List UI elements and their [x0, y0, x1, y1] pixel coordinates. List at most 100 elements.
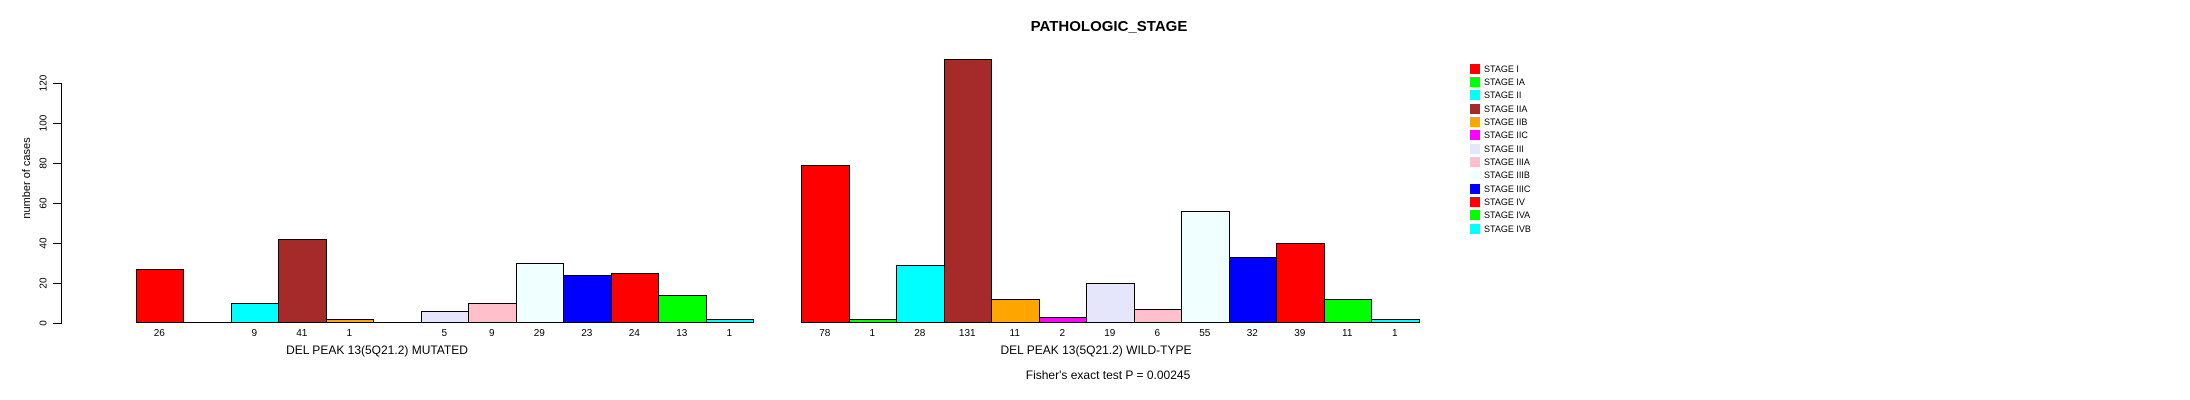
legend-label: STAGE IVA	[1484, 210, 1531, 221]
x-axis-group-label: DEL PEAK 13(5Q21.2) WILD-TYPE	[1000, 343, 1192, 357]
legend-item: STAGE IIA	[1470, 103, 1527, 114]
legend-label: STAGE IA	[1484, 76, 1525, 87]
legend-swatch	[1470, 210, 1480, 221]
bar-value-label: 23	[581, 328, 593, 339]
fisher-test-annotation: Fisher's exact test P = 0.00245	[1025, 368, 1191, 382]
bar-value-label: 6	[1154, 328, 1161, 339]
bar-value-label: 2	[1059, 328, 1066, 339]
y-axis-label: number of cases	[21, 137, 33, 219]
bar	[1181, 211, 1230, 323]
y-axis-tick-label: 0	[38, 320, 50, 326]
legend-item: STAGE II	[1470, 90, 1521, 101]
legend-item: STAGE IIIA	[1470, 156, 1530, 167]
legend-label: STAGE II	[1484, 90, 1522, 101]
x-axis-group-label: DEL PEAK 13(5Q21.2) MUTATED	[286, 343, 468, 357]
bar	[658, 295, 707, 323]
bar-value-label: 24	[628, 328, 640, 339]
legend-item: STAGE IVB	[1470, 223, 1531, 234]
bar	[278, 239, 327, 323]
bar-value-label: 5	[441, 328, 448, 339]
legend-swatch	[1470, 156, 1480, 167]
bar-value-label: 9	[488, 328, 495, 339]
bar	[801, 165, 850, 323]
bar	[610, 273, 659, 323]
bar	[896, 265, 945, 323]
legend-label: STAGE IVB	[1484, 223, 1531, 234]
legend-swatch	[1470, 130, 1480, 141]
bar-value-label: 29	[533, 328, 545, 339]
bar	[420, 311, 469, 323]
bar-value-label: 1	[1391, 328, 1398, 339]
bar-value-label: 1	[726, 328, 733, 339]
bar-value-label: 11	[1009, 328, 1020, 339]
legend-label: STAGE IIIA	[1484, 156, 1530, 167]
legend-item: STAGE IA	[1470, 76, 1525, 87]
legend-swatch	[1470, 197, 1480, 207]
legend-label: STAGE IIC	[1484, 130, 1528, 141]
legend-label: STAGE I	[1484, 63, 1519, 74]
bar-value-label: 19	[1104, 328, 1116, 339]
bar	[848, 319, 897, 323]
bar-value-label: 41	[296, 328, 308, 339]
bar	[1038, 317, 1087, 323]
bar	[515, 263, 564, 323]
y-axis-tick	[53, 203, 61, 204]
bar	[1133, 309, 1182, 323]
y-axis-tick-label: 80	[38, 157, 50, 169]
bar	[563, 275, 612, 323]
legend-item: STAGE IV	[1470, 197, 1525, 208]
legend-label: STAGE IIA	[1484, 103, 1528, 114]
bar-value-label: 26	[153, 328, 165, 339]
y-axis-tick	[53, 123, 61, 124]
legend-swatch	[1470, 76, 1480, 87]
y-axis-tick	[53, 83, 61, 84]
legend-item: STAGE IIIC	[1470, 183, 1530, 194]
legend-swatch	[1470, 170, 1480, 181]
y-axis-tick-label: 40	[38, 237, 50, 249]
bar-value-label: 32	[1246, 328, 1258, 339]
legend-item: STAGE I	[1470, 63, 1519, 74]
legend-swatch	[1470, 223, 1480, 234]
legend-label: STAGE IIB	[1484, 116, 1528, 127]
bar	[943, 59, 992, 323]
y-axis-tick	[53, 323, 61, 324]
bar-value-label: 13	[676, 328, 688, 339]
y-axis-tick	[53, 243, 61, 244]
y-axis-tick-label: 60	[38, 197, 50, 209]
bar-value-label: 1	[346, 328, 353, 339]
legend-swatch	[1470, 103, 1480, 114]
bar-value-label: 28	[914, 328, 926, 339]
bar-value-label: 1	[869, 328, 876, 339]
y-axis-line	[61, 83, 62, 324]
legend-swatch	[1470, 63, 1480, 74]
y-axis-tick	[53, 283, 61, 284]
y-axis-tick-label: 20	[38, 277, 50, 289]
bar	[705, 319, 754, 323]
y-axis-tick-label: 120	[38, 74, 50, 92]
legend-label: STAGE IIIB	[1484, 170, 1530, 181]
bar	[1276, 243, 1325, 323]
bar-value-label: 9	[251, 328, 258, 339]
y-axis-tick-label: 100	[38, 114, 50, 132]
bar	[1371, 319, 1420, 323]
legend-item: STAGE IIB	[1470, 116, 1527, 127]
legend-swatch	[1470, 183, 1480, 194]
bar	[1323, 299, 1372, 323]
bar	[991, 299, 1040, 323]
bar-value-label: 55	[1199, 328, 1211, 339]
bar	[468, 303, 517, 323]
bar-value-label: 11	[1342, 328, 1353, 339]
chart-title: PATHOLOGIC_STAGE	[1030, 18, 1188, 35]
bar-value-label: 39	[1294, 328, 1306, 339]
legend-label: STAGE IIIC	[1484, 183, 1531, 194]
legend-label: STAGE III	[1484, 143, 1524, 154]
legend-swatch	[1470, 90, 1480, 101]
legend-swatch	[1470, 116, 1480, 127]
legend-item: STAGE IVA	[1470, 210, 1530, 221]
bar-value-label: 131	[958, 328, 976, 339]
legend-item: STAGE IIC	[1470, 130, 1528, 141]
bar	[135, 269, 184, 323]
legend-item: STAGE III	[1470, 143, 1524, 154]
legend-item: STAGE IIIB	[1470, 170, 1530, 181]
